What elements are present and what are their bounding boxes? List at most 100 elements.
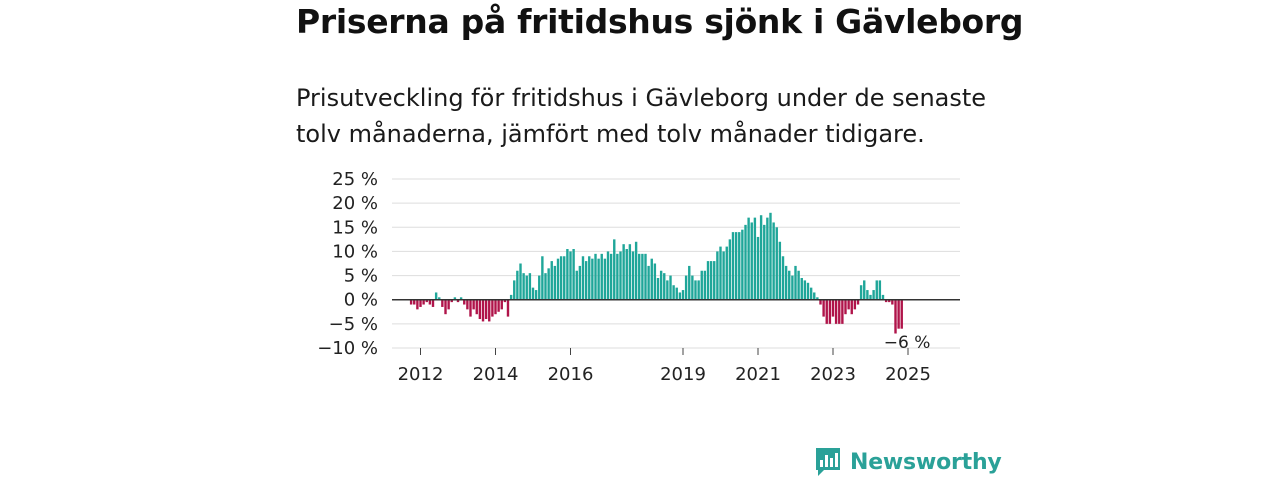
- bar: [766, 217, 769, 300]
- bar: [875, 280, 878, 300]
- bar: [681, 290, 685, 300]
- bar: [691, 275, 694, 300]
- bar: [500, 299, 503, 310]
- bar: [616, 253, 619, 300]
- bar: [647, 265, 650, 300]
- bar: [600, 253, 603, 300]
- bar: [703, 270, 707, 300]
- bar: [425, 299, 428, 303]
- bar: [663, 273, 666, 300]
- bar: [678, 292, 682, 300]
- y-axis-ticks: 25 % 20 % 15 % 10 % 5 % 0 % −5 % −10 %: [317, 169, 378, 359]
- bar: [431, 299, 435, 307]
- bar: [672, 285, 675, 300]
- bar: [844, 299, 847, 315]
- bar: [422, 299, 425, 305]
- bar: [772, 222, 775, 300]
- bar: [416, 299, 419, 310]
- bar: [750, 222, 753, 300]
- bar: [809, 287, 813, 300]
- bar: [850, 299, 853, 315]
- bar: [709, 261, 713, 300]
- bar: [441, 299, 444, 307]
- bar: [900, 299, 903, 329]
- bar: [450, 299, 453, 303]
- bar: [463, 299, 466, 305]
- bar: [806, 282, 810, 300]
- bar: [878, 280, 882, 300]
- bar: [459, 297, 463, 300]
- bar: [597, 258, 600, 300]
- y-tick-label: 20 %: [332, 193, 378, 214]
- bar: [847, 299, 850, 310]
- last-value-annotation: −6 %: [884, 333, 931, 353]
- bar: [581, 256, 585, 300]
- bar: [828, 299, 832, 324]
- bar: [741, 229, 744, 300]
- bar: [738, 232, 741, 300]
- bar: [541, 256, 544, 300]
- bar: [644, 253, 647, 300]
- bar-chart: 25 % 20 % 15 % 10 % 5 % 0 % −5 % −10 % 2012 2014…: [317, 169, 960, 385]
- bar: [550, 261, 553, 300]
- bar: [803, 280, 807, 300]
- bar: [675, 287, 678, 300]
- bar: [588, 256, 591, 300]
- bar: [534, 290, 538, 300]
- bar: [575, 270, 578, 300]
- y-tick-label: 0 %: [344, 290, 378, 311]
- bar: [609, 253, 613, 300]
- bar: [409, 299, 413, 305]
- bar: [863, 280, 866, 300]
- bar: [791, 275, 794, 300]
- bar: [813, 292, 816, 300]
- bar: [438, 297, 441, 300]
- newsworthy-logo-text: Newsworthy: [850, 449, 1002, 475]
- bar: [516, 270, 519, 300]
- bar: [788, 270, 791, 300]
- bar: [656, 277, 660, 300]
- bar: [819, 299, 822, 305]
- bar: [475, 299, 478, 315]
- bar: [831, 299, 835, 317]
- bar: [584, 261, 588, 300]
- bar: [528, 273, 532, 300]
- bar: [522, 273, 525, 300]
- bar: [713, 261, 716, 300]
- bar: [525, 275, 528, 300]
- bar: [697, 280, 700, 300]
- bar: [491, 299, 494, 317]
- bar: [763, 224, 766, 300]
- bar: [747, 217, 750, 300]
- bar: [650, 258, 653, 300]
- bar: [434, 292, 438, 300]
- bar: [728, 239, 732, 300]
- bar: [769, 212, 772, 300]
- bar: [859, 285, 863, 300]
- chart-title: Priserna på fritidshus sjönk i Gävleborg: [296, 2, 1024, 41]
- bar: [759, 215, 763, 300]
- bar: [447, 299, 450, 310]
- bar: [594, 253, 597, 300]
- bar: [825, 299, 828, 324]
- y-tick-label: −10 %: [317, 338, 378, 359]
- grid-layer: [392, 178, 960, 349]
- bar: [553, 265, 557, 300]
- bar: [694, 280, 697, 300]
- bar: [566, 249, 569, 300]
- bar: [897, 299, 900, 329]
- x-tick-label: 2014: [473, 364, 519, 385]
- x-axis-ticks: 2012 2014 2016 2019 2021 2023 2025: [398, 348, 931, 385]
- x-tick-label: 2023: [810, 364, 856, 385]
- newsworthy-logo[interactable]: Newsworthy: [814, 446, 1002, 478]
- bar: [484, 299, 488, 320]
- x-tick-label: 2019: [660, 364, 706, 385]
- bar: [869, 294, 872, 300]
- bar: [744, 224, 747, 300]
- bar: [519, 263, 522, 300]
- bar: [700, 270, 703, 300]
- bar: [456, 299, 460, 303]
- bar: [628, 244, 632, 300]
- bar: [797, 270, 800, 300]
- annotation-layer: −6 %: [884, 333, 931, 353]
